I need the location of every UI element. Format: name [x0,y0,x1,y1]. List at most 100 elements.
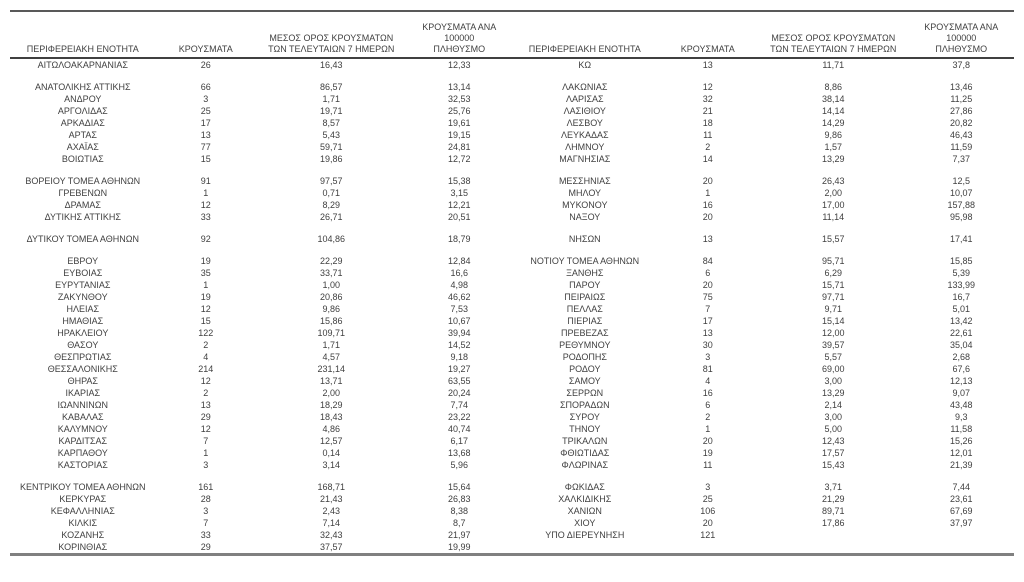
cell-region: ΚΑΡΔΙΤΣΑΣ [58,436,108,446]
cell-region: ΓΡΕΒΕΝΩΝ [58,188,108,198]
cell-per100k: 18,79 [448,234,471,244]
table-row: ΠΕΛΛΑΣ 7 9,71 5,01 [512,303,1014,315]
cell-cases: 3 [203,460,209,470]
group-spacer [512,165,1014,175]
table-header: ΠΕΡΙΦΕΡΕΙΑΚΗ ΕΝΟΤΗΤΑ ΚΡΟΥΣΜΑΤΑ ΜΕΣΟΣ ΟΡΟ… [10,12,512,59]
cell-region: ΜΥΚΟΝΟΥ [562,200,608,210]
table-row: ΕΒΡΟΥ 19 22,29 12,84 [10,255,512,267]
cell-per100k: 13,14 [448,82,471,92]
cell-per100k: 7,44 [952,482,971,492]
cell-region: ΜΕΣΣΗΝΙΑΣ [558,176,611,186]
group-spacer [10,223,512,233]
cell-per100k: 11,58 [950,424,973,434]
cell-cases: 17 [200,118,211,128]
table-row: ΛΗΜΝΟΥ 2 1,57 11,59 [512,141,1014,153]
cell-region: ΣΠΟΡΑΔΩΝ [559,400,610,410]
table-row: ΞΑΝΘΗΣ 6 6,29 5,39 [512,267,1014,279]
cell-region: ΚΩ [578,60,592,70]
cell-cases: 3 [705,352,711,362]
table-body-left: ΑΙΤΩΛΟΑΚΑΡΝΑΝΙΑΣ 26 16,43 12,33 ΑΝΑΤΟΛΙΚΗΣ Α… [10,58,512,553]
cell-avg7: 18,29 [320,400,343,410]
cell-cases: 26 [200,60,211,70]
table-row: ΑΙΤΩΛΟΑΚΑΡΝΑΝΙΑΣ 26 16,43 12,33 [10,58,512,71]
table-row: ΦΛΩΡΙΝΑΣ 11 15,43 21,39 [512,459,1014,471]
cell-cases: 19 [200,292,211,302]
cell-per100k: 11,59 [950,142,973,152]
cell-region: ΠΑΡΟΥ [569,280,601,290]
cell-region: ΒΟΡΕΙΟΥ ΤΟΜΕΑ ΑΘΗΝΩΝ [25,176,141,186]
cell-per100k: 17,41 [950,234,973,244]
cell-region: ΞΑΝΘΗΣ [566,268,604,278]
spacer-cell [512,71,1014,81]
header-per100k: ΚΡΟΥΣΜΑΤΑ ΑΝΑ 100000 ΠΛΗΘΥΣΜΟ [908,12,1014,59]
cell-per100k: 37,8 [952,60,971,70]
spacer-cell [512,471,1014,481]
cell-per100k: 8,7 [453,518,466,528]
table-right-half: ΠΕΡΙΦΕΡΕΙΑΚΗ ΕΝΟΤΗΤΑ ΚΡΟΥΣΜΑΤΑ ΜΕΣΟΣ ΟΡΟ… [512,12,1014,541]
cell-region: ΔΥΤΙΚΗΣ ΑΤΤΙΚΗΣ [44,212,121,222]
cell-region: ΚΕΦΑΛΛΗΝΙΑΣ [50,506,115,516]
table-row: ΚΑΣΤΟΡΙΑΣ 3 3,14 5,96 [10,459,512,471]
spacer-cell [10,245,512,255]
table-row: ΛΑΚΩΝΙΑΣ 12 8,86 13,46 [512,81,1014,93]
cell-region: ΝΑΞΟΥ [569,212,601,222]
cell-region: ΑΧΑΪΑΣ [66,142,99,152]
cell-cases: 29 [200,412,211,422]
cell-avg7: 17,57 [822,448,845,458]
cell-avg7: 2,00 [322,388,341,398]
cell-cases: 20 [702,436,713,446]
cell-cases: 6 [705,400,711,410]
table-row: ΠΑΡΟΥ 20 15,71 133,99 [512,279,1014,291]
cell-cases: 19 [702,448,713,458]
cell-region: ΑΙΤΩΛΟΑΚΑΡΝΑΝΙΑΣ [37,60,128,70]
cell-avg7: 1,57 [824,142,843,152]
cell-per100k: 21,97 [448,530,471,540]
header-row: ΠΕΡΙΦΕΡΕΙΑΚΗ ΕΝΟΤΗΤΑ ΚΡΟΥΣΜΑΤΑ ΜΕΣΟΣ ΟΡΟ… [512,12,1014,59]
table-header: ΠΕΡΙΦΕΡΕΙΑΚΗ ΕΝΟΤΗΤΑ ΚΡΟΥΣΜΑΤΑ ΜΕΣΟΣ ΟΡΟ… [512,12,1014,59]
cell-cases: 21 [702,106,713,116]
cell-per100k: 32,53 [448,94,471,104]
cell-cases: 13 [702,234,713,244]
cell-per100k: 15,26 [950,436,973,446]
cell-per100k: 19,15 [448,130,471,140]
cell-avg7: 8,86 [824,82,843,92]
table-row: ΑΡΓΟΛΙΔΑΣ 25 19,71 25,76 [10,105,512,117]
cell-cases: 12 [200,376,211,386]
cell-region: ΑΝΔΡΟΥ [64,94,102,104]
table-body-right: ΚΩ 13 11,71 37,8 ΛΑΚΩΝΙΑΣ 12 8,86 13,46 ΛΑΡΙΣΑΣ 3… [512,58,1014,541]
cell-per100k: 63,55 [448,376,471,386]
cell-per100k: 5,39 [952,268,971,278]
table-row: ΗΜΑΘΙΑΣ 15 15,86 10,67 [10,315,512,327]
cell-avg7: 19,71 [320,106,343,116]
cell-per100k: 46,43 [950,130,973,140]
cell-per100k: 27,86 [950,106,973,116]
cell-per100k: 16,6 [450,268,469,278]
table-row: ΚΩ 13 11,71 37,8 [512,58,1014,71]
cell-avg7: 26,43 [822,176,845,186]
cell-cases: 161 [198,482,214,492]
cell-per100k: 5,96 [450,460,469,470]
cell-region: ΗΡΑΚΛΕΙΟΥ [57,328,109,338]
cell-cases: 12 [702,82,713,92]
cell-cases: 15 [200,154,211,164]
table-row: ΙΩΑΝΝΙΝΩΝ 13 18,29 7,74 [10,399,512,411]
table-row: ΦΩΚΙΔΑΣ 3 3,71 7,44 [512,481,1014,493]
table-row: ΡΕΘΥΜΝΟΥ 30 39,57 35,04 [512,339,1014,351]
cell-region: ΚΑΒΑΛΑΣ [61,412,104,422]
cell-cases: 16 [702,388,713,398]
cell-region: ΔΥΤΙΚΟΥ ΤΟΜΕΑ ΑΘΗΝΩΝ [26,234,139,244]
cell-cases: 2 [705,142,711,152]
cell-avg7: 38,14 [822,94,845,104]
cell-region: ΛΗΜΝΟΥ [565,142,605,152]
cell-avg7: 12,00 [822,328,845,338]
cell-cases: 33 [200,212,211,222]
cell-per100k: 37,97 [950,518,973,528]
cell-region: ΜΑΓΝΗΣΙΑΣ [559,154,611,164]
table-row: ΑΧΑΪΑΣ 77 59,71 24,81 [10,141,512,153]
cell-region: ΣΑΜΟΥ [568,376,601,386]
cell-per100k: 19,99 [448,542,471,552]
cell-avg7: 0,71 [322,188,341,198]
cell-cases: 12 [200,200,211,210]
cell-avg7: 0,14 [322,448,341,458]
cell-per100k: 12,21 [448,200,471,210]
